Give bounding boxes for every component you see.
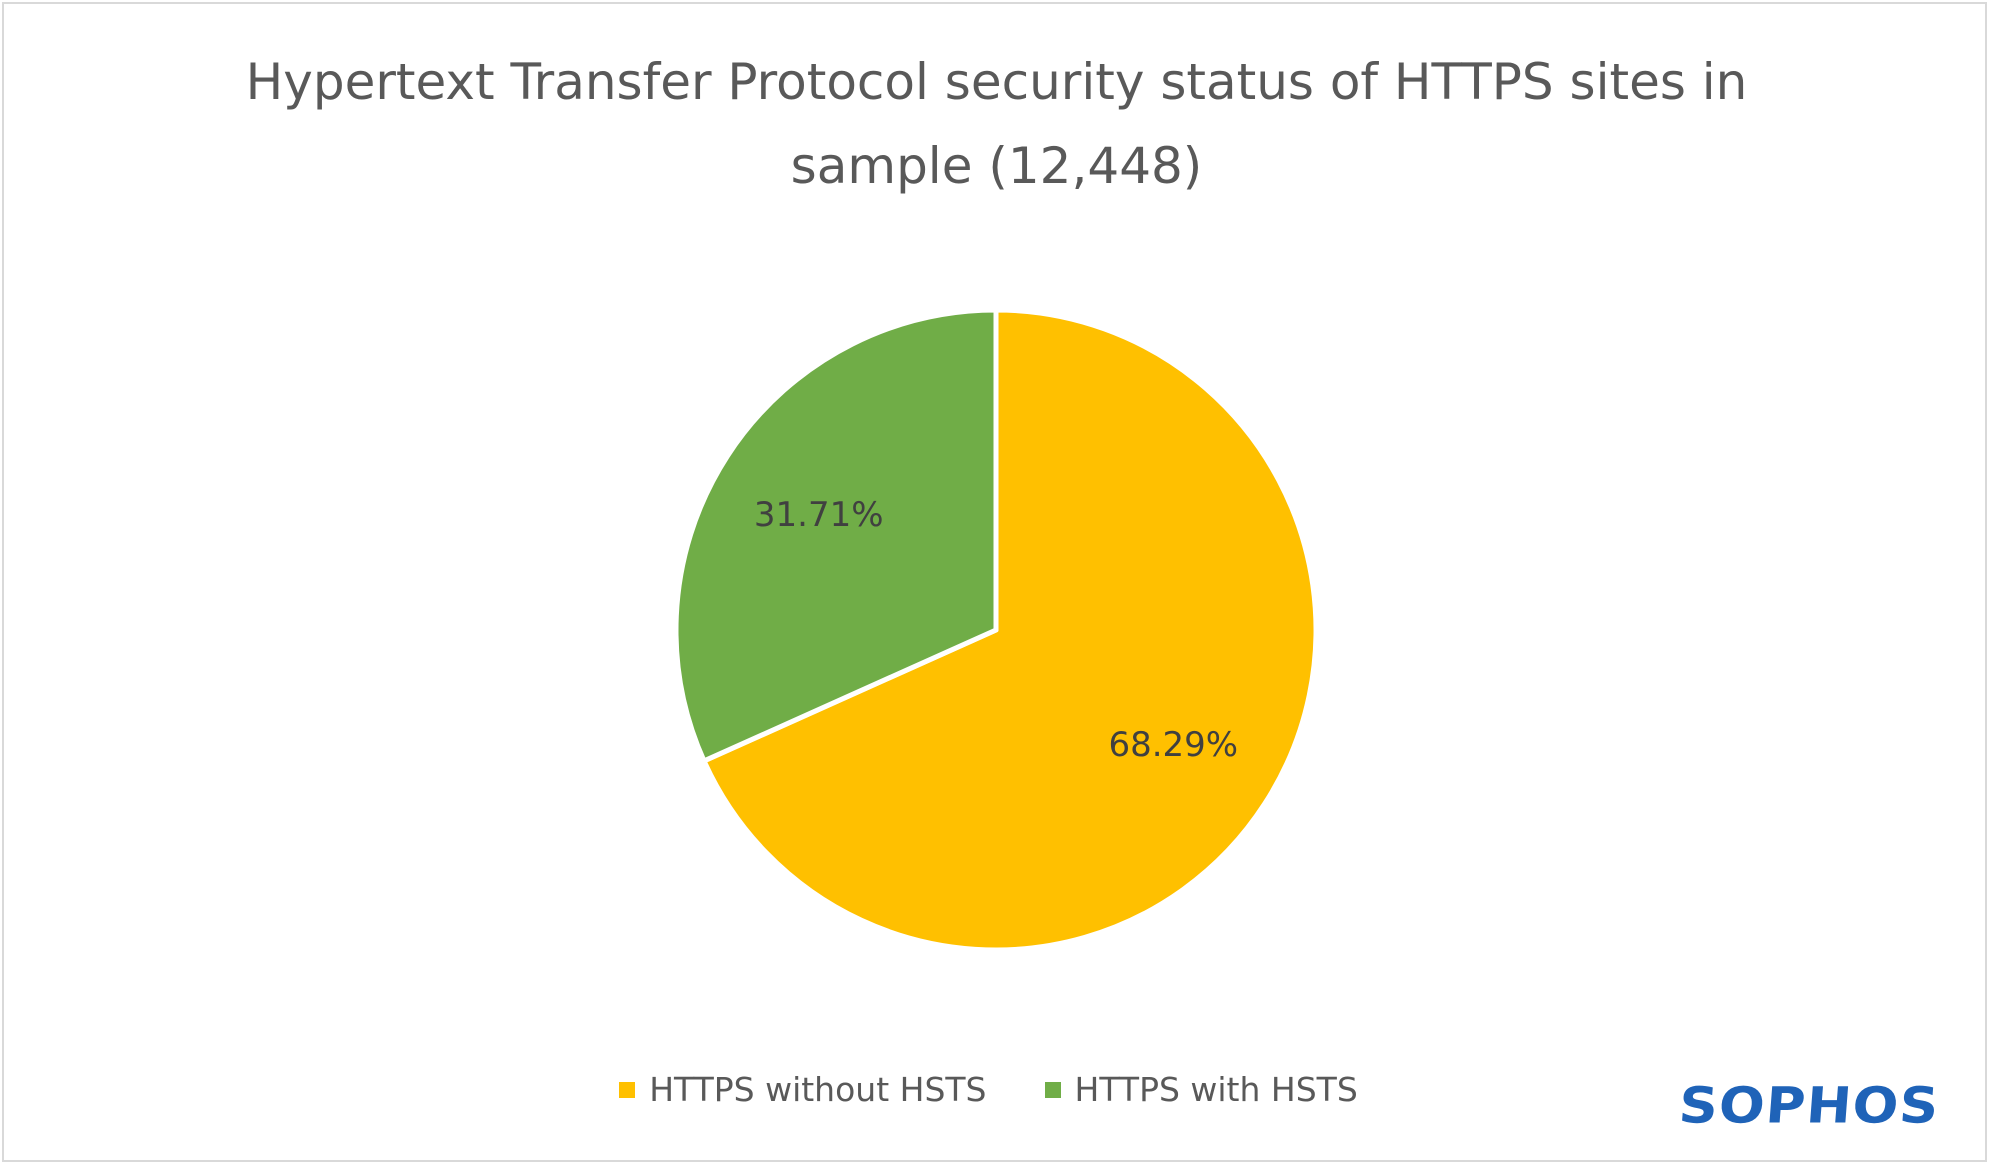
chart-legend: HTTPS without HSTS HTTPS with HSTS (0, 1070, 1985, 1109)
data-label-https-with-hsts: 31.71% (754, 495, 884, 535)
legend-item-with-hsts[interactable]: HTTPS with HSTS (1044, 1070, 1358, 1109)
pie-slice-https-with-hsts[interactable] (673, 307, 999, 764)
legend-swatch-with-hsts (1044, 1081, 1061, 1098)
chart-title-line-1: Hypertext Transfer Protocol security sta… (245, 53, 1748, 111)
pie-slice-https-without-hsts[interactable] (701, 307, 1319, 953)
legend-swatch-without-hsts (619, 1081, 636, 1098)
sophos-logo: SOPHOS (1676, 1076, 1942, 1135)
chart-title: Hypertext Transfer Protocol security sta… (0, 40, 1993, 208)
data-label-https-without-hsts: 68.29% (1108, 725, 1238, 765)
pie-slices (673, 307, 1319, 953)
legend-label-with-hsts: HTTPS with HSTS (1074, 1070, 1358, 1109)
legend-item-without-hsts[interactable]: HTTPS without HSTS (619, 1070, 987, 1109)
legend-label-without-hsts: HTTPS without HSTS (649, 1070, 987, 1109)
pie-labels: 68.29% 31.71% (754, 495, 1238, 765)
chart-title-line-2: sample (12,448) (790, 137, 1203, 195)
